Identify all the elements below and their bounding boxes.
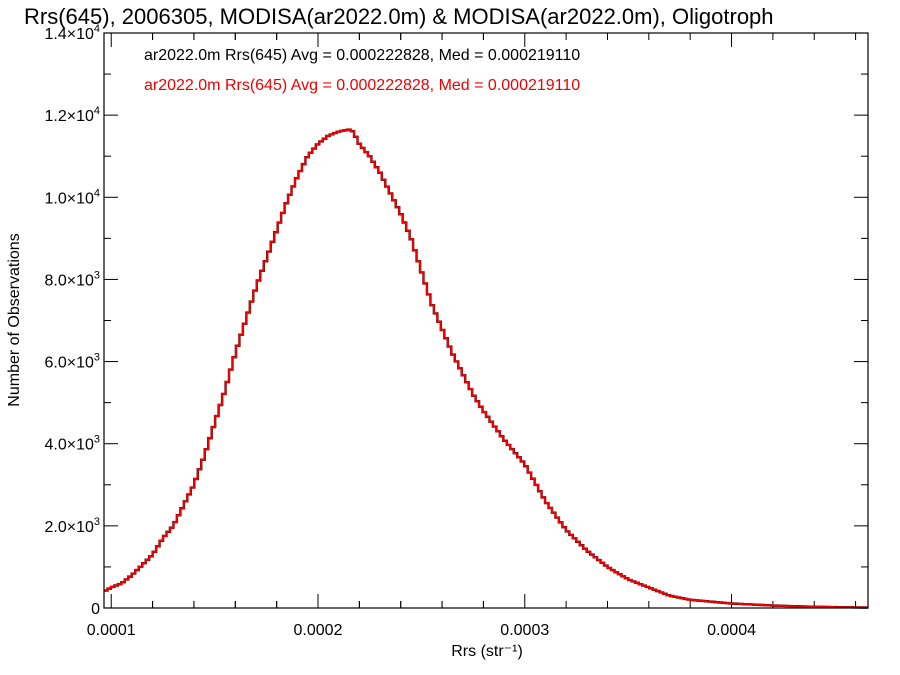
y-tick-label: 4.0×103 [44, 434, 100, 454]
stats-annotation-black: ar2022.0m Rrs(645) Avg = 0.000222828, Me… [144, 47, 580, 64]
series-red-histogram [104, 128, 868, 609]
stats-annotation-red: ar2022.0m Rrs(645) Avg = 0.000222828, Me… [144, 77, 580, 94]
x-tick-label: 0.0002 [294, 622, 343, 639]
y-tick-label: 2.0×103 [44, 516, 100, 536]
y-tick-label: 8.0×103 [44, 269, 100, 289]
x-tick-label: 0.0003 [500, 622, 549, 639]
plot-frame [103, 32, 869, 609]
y-tick-label: 1.4×104 [44, 23, 100, 43]
x-tick-label: 0.0004 [707, 622, 756, 639]
y-tick-label: 6.0×103 [44, 352, 100, 372]
x-axis-label: Rrs (str⁻¹) [451, 643, 523, 660]
y-tick-label: 1.2×104 [44, 105, 100, 125]
y-axis-ticks: 0 2.0×103 4.0×103 6.0×103 8.0×103 1.0×104 1.2×… [44, 23, 868, 618]
x-axis-ticks: 0.0001 0.0002 0.0003 0.0004 [87, 33, 857, 639]
histogram-series [104, 128, 868, 609]
chart-title: Rrs(645), 2006305, MODISA(ar2022.0m) & M… [24, 4, 774, 29]
y-tick-label: 1.0×104 [44, 187, 100, 207]
x-tick-label: 0.0001 [87, 622, 136, 639]
y-tick-label: 0 [91, 601, 100, 618]
y-axis-label: Number of Observations [6, 233, 23, 406]
series-black-histogram [104, 128, 868, 609]
